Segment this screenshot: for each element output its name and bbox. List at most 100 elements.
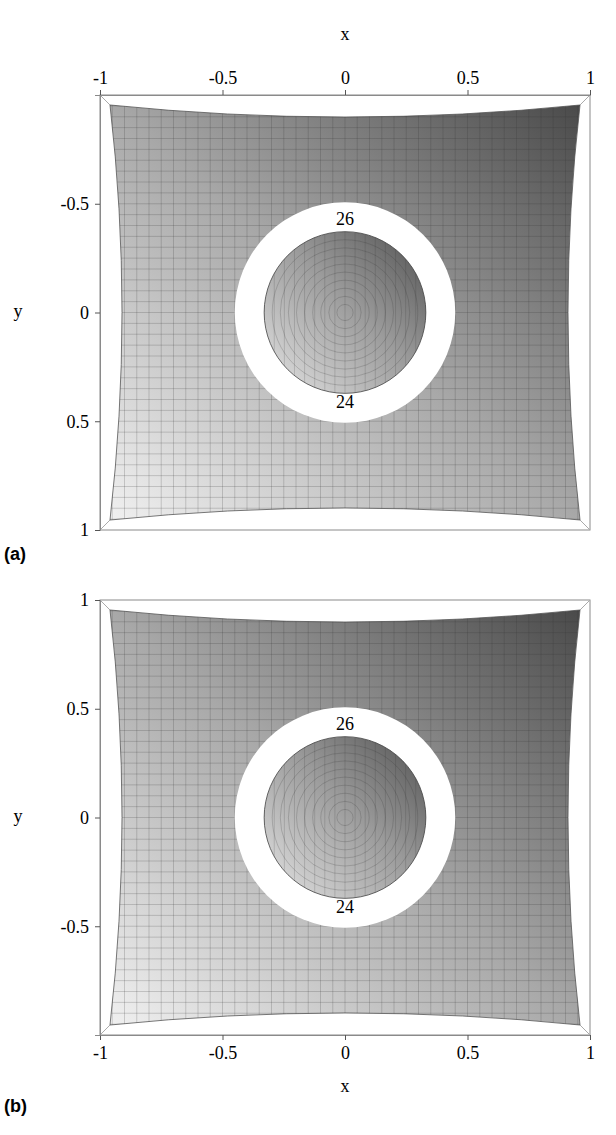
mesh-line xyxy=(385,737,386,899)
tick-label: -0.5 xyxy=(61,917,90,937)
tick-label: -1 xyxy=(93,68,108,88)
mesh-line xyxy=(100,1013,590,1014)
tick-label: -0.5 xyxy=(61,194,90,214)
mesh-line xyxy=(375,737,376,899)
mesh-line xyxy=(100,160,590,161)
mesh-line xyxy=(112,95,113,530)
mesh-line xyxy=(100,116,590,117)
mesh-line xyxy=(100,443,590,444)
tick: -1 xyxy=(93,68,108,95)
mesh-line xyxy=(365,737,366,899)
tick-mark xyxy=(223,90,224,95)
mesh-line xyxy=(100,610,590,611)
axis-line xyxy=(95,601,101,1036)
mesh-line xyxy=(334,232,335,394)
surface-mesh xyxy=(100,600,590,1035)
tick-mark xyxy=(468,90,469,95)
mesh-line xyxy=(375,232,376,394)
mesh-line xyxy=(100,1035,590,1036)
tick: -0.5 xyxy=(209,68,238,95)
tick: 0 xyxy=(80,808,100,828)
mesh-line xyxy=(264,232,265,394)
mesh-line xyxy=(355,232,356,394)
tick: 1 xyxy=(80,590,100,610)
tick-label: -0.5 xyxy=(209,68,238,88)
tick: 0 xyxy=(341,1035,350,1063)
tick-mark xyxy=(223,1035,224,1040)
plot-frame xyxy=(100,95,590,530)
tick: -0.5 xyxy=(209,1035,238,1063)
mesh-line xyxy=(100,687,590,688)
mesh-line xyxy=(284,232,285,394)
mesh-line xyxy=(100,127,590,128)
mesh-line xyxy=(425,232,426,394)
mesh-line xyxy=(100,486,590,487)
mesh-line xyxy=(100,948,590,949)
tick: 0 xyxy=(80,303,100,323)
mesh-line xyxy=(100,697,590,698)
ring-hole xyxy=(235,707,456,928)
panel: 2624-1-0.500.51-0.500.51xy(a) xyxy=(4,24,595,564)
tick-label: 0 xyxy=(341,1043,350,1063)
tick-mark xyxy=(95,818,100,819)
mesh-line xyxy=(100,182,590,183)
mesh-line xyxy=(395,737,396,899)
tick: -0.5 xyxy=(61,194,101,214)
tick-label: 0 xyxy=(80,303,89,323)
mesh-line xyxy=(284,737,285,899)
annotation: 24 xyxy=(336,897,354,917)
mesh-line xyxy=(100,1002,590,1003)
tick: -0.5 xyxy=(61,917,101,937)
plot-frame xyxy=(100,600,590,1035)
tick-label: -1 xyxy=(93,1043,108,1063)
mesh-line xyxy=(577,95,578,530)
figure: 2624-1-0.500.51-0.500.51xy(a)2624-1-0.50… xyxy=(0,0,616,1135)
mesh-line xyxy=(100,105,590,106)
tick-mark xyxy=(590,90,591,95)
mesh-line xyxy=(100,643,590,644)
central-disc xyxy=(264,737,426,899)
surface-mesh xyxy=(100,95,590,530)
tick-mark xyxy=(468,1035,469,1040)
mesh-line xyxy=(304,737,305,899)
tick-mark xyxy=(95,530,100,531)
mesh-line xyxy=(294,232,295,394)
mesh-line xyxy=(385,232,386,394)
mesh-line xyxy=(100,171,590,172)
mesh-line xyxy=(100,464,590,465)
tick-label: 1 xyxy=(80,520,89,540)
y-axis: 10.50-0.5 xyxy=(61,590,101,1035)
mesh-line xyxy=(274,232,275,394)
tick-label: 0.5 xyxy=(67,412,90,432)
mesh-line xyxy=(365,232,366,394)
panel-label: (a) xyxy=(4,544,26,564)
axis-line xyxy=(101,1036,591,1041)
mesh-line xyxy=(314,737,315,899)
mesh-line xyxy=(100,1024,590,1025)
mesh-line xyxy=(324,232,325,394)
tick: 1 xyxy=(80,520,100,540)
mesh-line xyxy=(314,232,315,394)
mesh-line xyxy=(100,192,590,193)
x-axis: -1-0.500.51 xyxy=(93,1035,595,1063)
plot-area xyxy=(100,600,590,1035)
mesh-line xyxy=(100,149,590,150)
mesh-line xyxy=(355,737,356,899)
central-disc xyxy=(264,232,426,394)
mesh-line xyxy=(112,600,113,1035)
annotation: 24 xyxy=(336,392,354,412)
mesh-line xyxy=(405,737,406,899)
mesh-line xyxy=(100,991,590,992)
mesh-line xyxy=(100,969,590,970)
mesh-line xyxy=(100,497,590,498)
tick: -1 xyxy=(93,1035,108,1063)
mesh-line xyxy=(425,737,426,899)
mesh-line xyxy=(590,95,591,530)
panel: 2624-1-0.500.5110.50-0.5xy(b) xyxy=(4,590,595,1116)
tick-mark xyxy=(95,926,100,927)
axis-title: x xyxy=(341,24,350,44)
mesh-line xyxy=(100,453,590,454)
axis-title: y xyxy=(14,301,23,321)
tick: 1 xyxy=(586,1035,595,1063)
annotation: 26 xyxy=(336,714,354,734)
